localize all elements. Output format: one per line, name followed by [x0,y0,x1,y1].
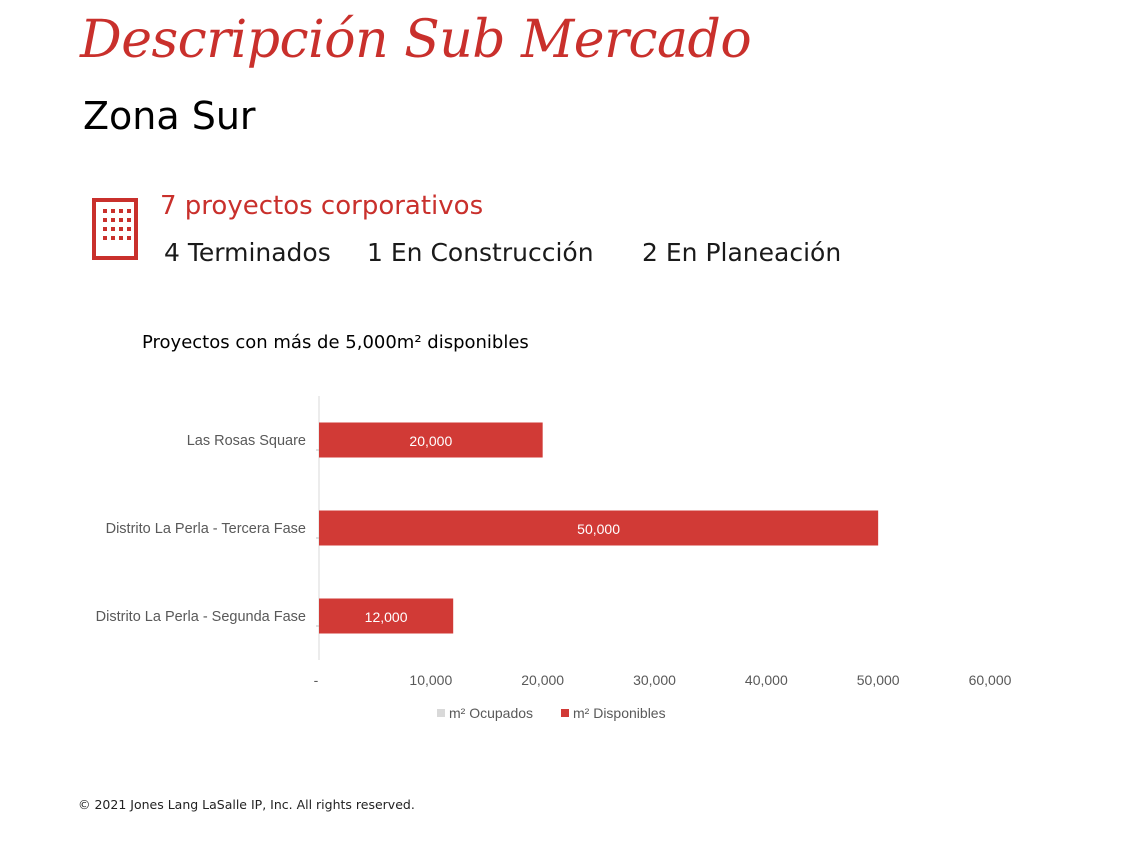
status-terminados: 4 Terminados [164,238,331,267]
data-label: 20,000 [409,433,452,449]
x-tick-label: 40,000 [745,672,788,688]
x-tick-label: - [314,672,319,688]
x-tick-label: 10,000 [409,672,452,688]
status-en-planeacion: 2 En Planeación [642,238,842,267]
data-label: 12,000 [365,609,408,625]
projects-headline: 7 proyectos corporativos [160,191,484,221]
legend-label: m² Ocupados [449,705,533,721]
x-tick-label: 50,000 [857,672,900,688]
x-tick-label: 60,000 [969,672,1012,688]
building-icon [92,198,138,260]
bar-disponibles-1 [319,510,879,546]
x-tick-label: 20,000 [521,672,564,688]
data-label: 50,000 [577,521,620,537]
category-label: Distrito La Perla - Segunda Fase [96,609,306,625]
page-subtitle: Zona Sur [83,94,256,138]
bar-disponibles-2 [319,598,454,634]
chart-title: Proyectos con más de 5,000m² disponibles [142,332,529,353]
page-title: Descripción Sub Mercado [80,10,752,70]
bar-chart: 20,000 Las Rosas Square 50,000 Distrito La … [96,396,1012,721]
category-label: Las Rosas Square [187,433,306,449]
copyright-footer: © 2021 Jones Lang LaSalle IP, Inc. All r… [78,797,415,812]
category-label: Distrito La Perla - Tercera Fase [106,521,306,537]
legend-swatch-disponibles [561,709,569,717]
bar-disponibles-0 [319,422,543,458]
legend-swatch-ocupados [437,709,445,717]
x-tick-label: 30,000 [633,672,676,688]
status-en-construccion: 1 En Construcción [367,238,594,267]
legend-label: m² Disponibles [573,705,666,721]
